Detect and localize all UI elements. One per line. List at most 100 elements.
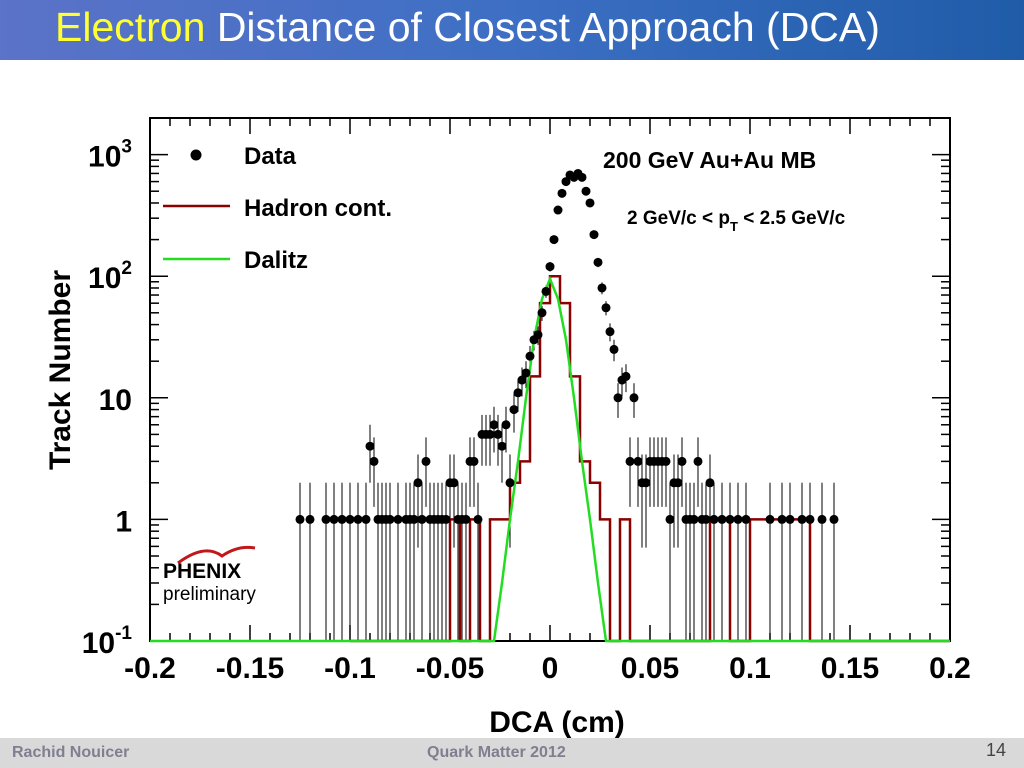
legend-label-hadron: Hadron cont. xyxy=(244,195,392,222)
data-point xyxy=(473,514,483,524)
y-tick-label-exponent: 2 xyxy=(121,258,132,279)
data-point xyxy=(513,388,523,398)
data-point xyxy=(505,478,515,488)
legend-label-data: Data xyxy=(244,143,297,170)
data-point xyxy=(321,514,331,524)
data-point xyxy=(549,235,559,245)
data-point xyxy=(577,172,587,182)
y-axis-title: Track Number xyxy=(44,270,77,470)
data-point xyxy=(421,456,431,466)
y-tick-label-base: 1 xyxy=(115,505,132,538)
data-point xyxy=(305,514,315,524)
series-lines xyxy=(150,274,950,643)
data-point xyxy=(509,405,519,415)
data-point xyxy=(345,514,355,524)
data-point xyxy=(673,478,683,488)
data-point xyxy=(765,514,775,524)
data-point xyxy=(625,456,635,466)
data-point xyxy=(665,514,675,524)
data-point xyxy=(353,514,363,524)
data-point xyxy=(589,230,599,240)
data-point xyxy=(733,514,743,524)
y-tick-label-base: 10 xyxy=(88,262,121,295)
data-point xyxy=(693,456,703,466)
data-point xyxy=(393,514,403,524)
data-point xyxy=(533,330,543,340)
x-tick-labels: -0.2 -0.15 -0.1 -0.05 0 0.05 0.1 0.15 0.2 xyxy=(124,652,971,685)
data-point xyxy=(717,514,727,524)
data-point xyxy=(561,177,571,187)
data-point xyxy=(557,188,567,198)
data-point xyxy=(461,514,471,524)
x-tick-label: 0 xyxy=(542,652,559,685)
data-points xyxy=(295,168,839,524)
data-point xyxy=(805,514,815,524)
title-bar xyxy=(0,0,1024,60)
phenix-logo-text: PHENIX xyxy=(163,560,241,583)
data-point xyxy=(545,262,555,272)
y-tick-label: 103 xyxy=(88,137,132,174)
annotation-pt-part1: 2 GeV/c < p xyxy=(627,208,730,229)
data-point xyxy=(369,456,379,466)
legend: Data Hadron cont. Dalitz xyxy=(163,143,392,274)
y-tick-label-base: 10 xyxy=(82,627,115,660)
data-point xyxy=(689,514,699,524)
data-point xyxy=(829,514,839,524)
data-point xyxy=(701,514,711,524)
x-tick-label: -0.05 xyxy=(416,652,484,685)
data-point xyxy=(329,514,339,524)
phenix-logo-swoosh xyxy=(177,545,256,565)
data-point xyxy=(489,420,499,430)
annotation-pt-range: 2 GeV/c < pT < 2.5 GeV/c xyxy=(627,208,846,234)
dca-chart: -0.2 -0.15 -0.1 -0.05 0 0.05 0.1 0.15 0.2 10-111… xyxy=(44,117,971,739)
footer-author: Rachid Nouicer xyxy=(12,744,130,761)
x-tick-label: -0.1 xyxy=(324,652,376,685)
data-point xyxy=(797,514,807,524)
data-point xyxy=(295,514,305,524)
data-point xyxy=(601,303,611,313)
x-tick-label: -0.15 xyxy=(216,652,284,685)
data-point xyxy=(385,514,395,524)
data-point xyxy=(469,456,479,466)
footer-conference: Quark Matter 2012 xyxy=(427,744,566,761)
y-tick-label: 102 xyxy=(88,258,132,295)
x-tick-label: 0.1 xyxy=(729,652,771,685)
y-tick-label-base: 10 xyxy=(99,384,132,417)
data-point xyxy=(597,283,607,293)
data-point xyxy=(517,375,527,385)
slide-title-rest: Distance of Closest Approach (DCA) xyxy=(205,4,880,50)
data-point xyxy=(553,205,563,215)
data-point xyxy=(621,371,631,381)
x-tick-label: 0.15 xyxy=(821,652,879,685)
data-point xyxy=(777,514,787,524)
data-point xyxy=(705,478,715,488)
legend-label-dalitz: Dalitz xyxy=(244,247,308,274)
data-point xyxy=(605,327,615,337)
data-point xyxy=(613,393,623,403)
data-point xyxy=(485,429,495,439)
data-point xyxy=(581,186,591,196)
data-point xyxy=(541,286,551,296)
data-point xyxy=(417,514,427,524)
data-point xyxy=(497,441,507,451)
x-axis-title: DCA (cm) xyxy=(489,706,625,739)
data-point xyxy=(677,456,687,466)
data-point xyxy=(493,429,503,439)
annotation-pt-part2: < 2.5 GeV/c xyxy=(738,208,846,229)
dalitz-curve xyxy=(150,275,950,643)
slide-title: Electron Distance of Closest Approach (D… xyxy=(55,4,880,51)
data-point xyxy=(633,456,643,466)
data-point xyxy=(661,456,671,466)
footer-bar xyxy=(0,738,1024,768)
data-point xyxy=(629,393,639,403)
data-point xyxy=(361,514,371,524)
page-number: 14 xyxy=(986,740,1007,760)
y-tick-label-exponent: 3 xyxy=(121,137,132,158)
data-point xyxy=(365,441,375,451)
data-point xyxy=(785,514,795,524)
data-point xyxy=(641,478,651,488)
data-point xyxy=(521,368,531,378)
data-point xyxy=(537,308,547,318)
x-tick-label: 0.05 xyxy=(621,652,679,685)
x-tick-label: -0.2 xyxy=(124,652,176,685)
